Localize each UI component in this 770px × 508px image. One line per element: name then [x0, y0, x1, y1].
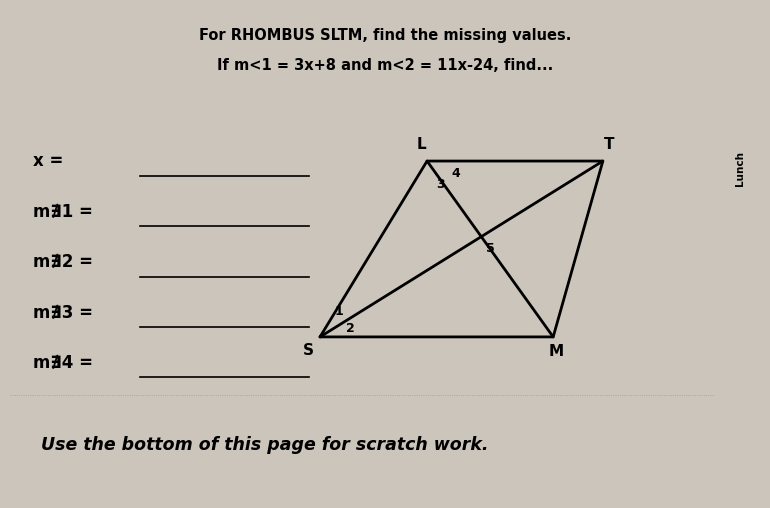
Text: m∄1 =: m∄1 =: [33, 202, 93, 220]
Text: 4: 4: [451, 167, 460, 180]
Text: L: L: [417, 137, 427, 152]
Text: 3: 3: [436, 178, 444, 191]
Text: M: M: [549, 344, 564, 360]
Text: S: S: [303, 343, 314, 358]
Text: 5: 5: [486, 242, 495, 256]
Text: For RHOMBUS SLTM, find the missing values.: For RHOMBUS SLTM, find the missing value…: [199, 28, 571, 43]
Text: m∄3 =: m∄3 =: [33, 303, 93, 321]
Text: T: T: [604, 137, 614, 152]
Text: 2: 2: [346, 322, 355, 335]
Text: m∄2 =: m∄2 =: [33, 252, 93, 271]
Text: Use the bottom of this page for scratch work.: Use the bottom of this page for scratch …: [41, 436, 488, 454]
Text: If m<1 = 3x+8 and m<2 = 11x-24, find...: If m<1 = 3x+8 and m<2 = 11x-24, find...: [217, 58, 553, 73]
Text: x =: x =: [33, 152, 64, 170]
Text: m∄4 =: m∄4 =: [33, 353, 93, 371]
Text: Lunch: Lunch: [735, 151, 745, 186]
Text: 1: 1: [335, 305, 343, 319]
